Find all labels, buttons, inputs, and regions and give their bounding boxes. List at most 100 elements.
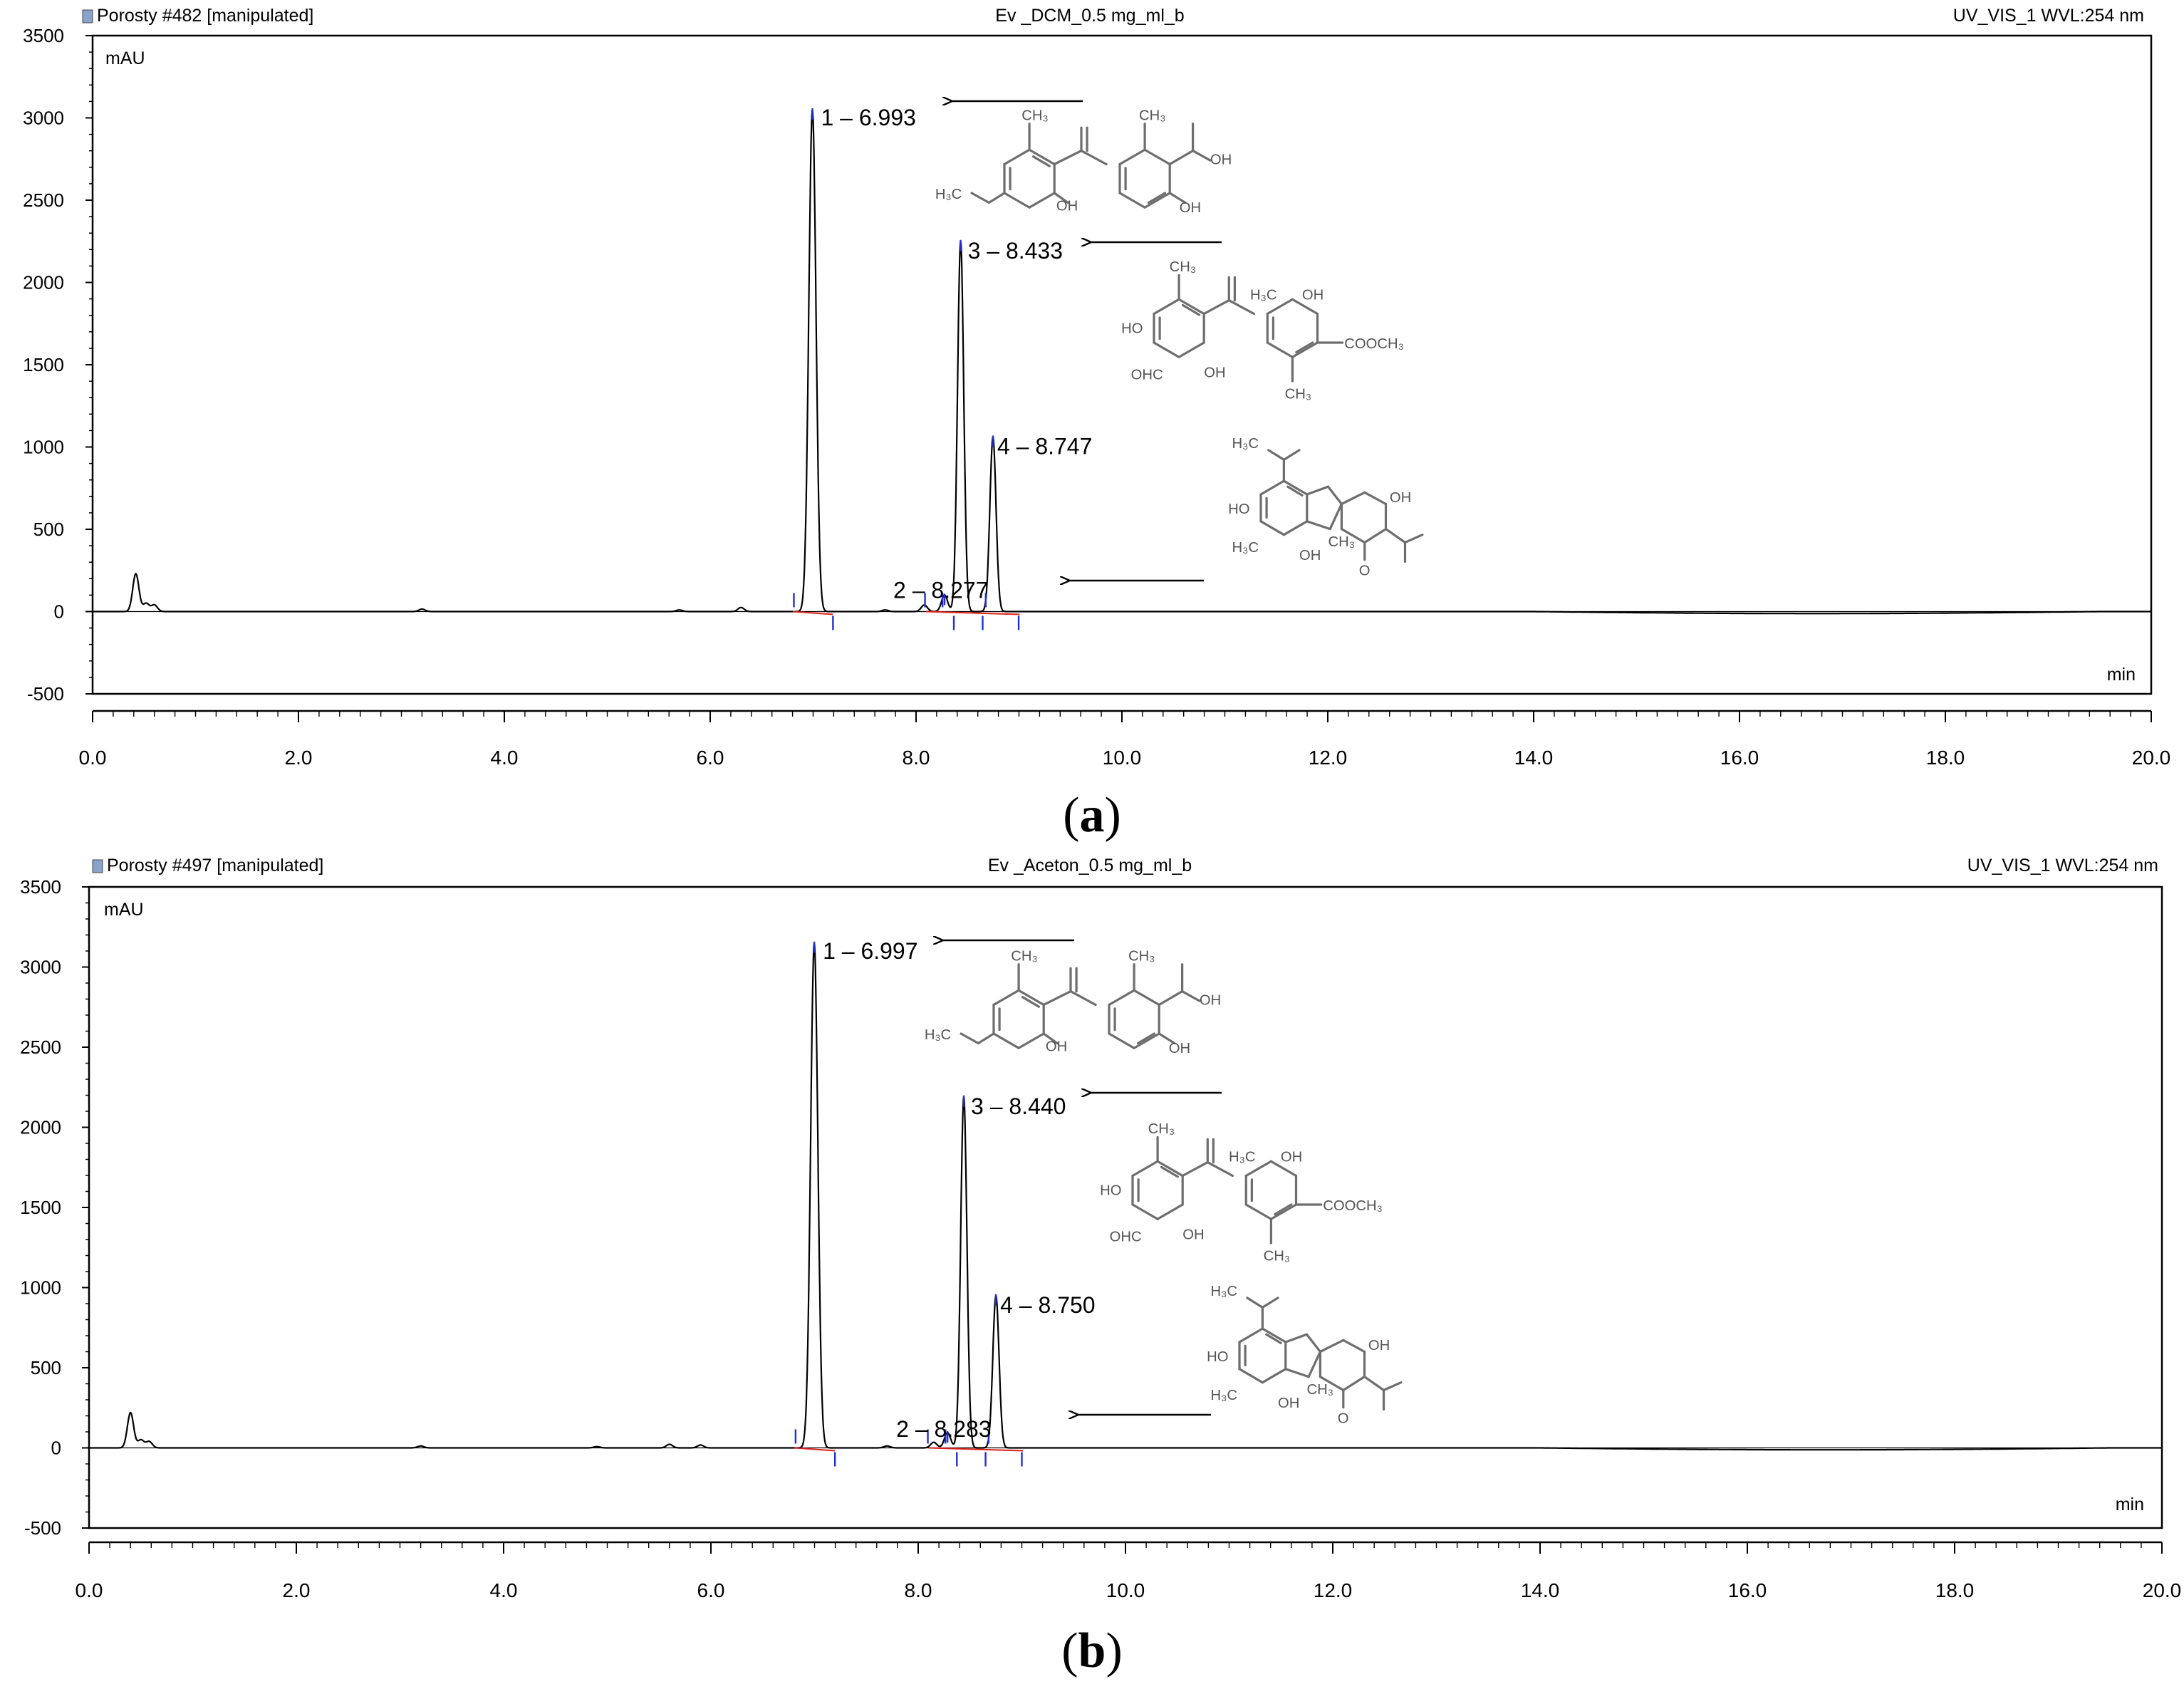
svg-text:OH: OH <box>1390 490 1411 506</box>
document-icon <box>92 859 103 873</box>
svg-text:H₃C: H₃C <box>925 1027 952 1043</box>
x-tick-label: 20.0 <box>2132 747 2171 769</box>
svg-text:OH: OH <box>1046 1039 1067 1054</box>
y-tick-label: 3000 <box>23 108 64 129</box>
svg-text:OHC: OHC <box>1131 367 1163 383</box>
svg-text:CH₃: CH₃ <box>1021 108 1049 123</box>
integration-baseline <box>925 610 1020 615</box>
svg-text:HO: HO <box>1228 502 1249 517</box>
x-tick-label: 4.0 <box>490 1579 518 1601</box>
peak-label: 2 – 8.283 <box>896 1416 991 1442</box>
svg-text:OH: OH <box>1302 287 1324 303</box>
svg-text:OH: OH <box>1180 200 1201 216</box>
svg-text:H₃C: H₃C <box>1211 1388 1238 1403</box>
peak-label: 1 – 6.997 <box>823 938 917 964</box>
svg-text:HO: HO <box>1100 1183 1121 1199</box>
y-tick-label: -500 <box>27 683 64 705</box>
y-tick-label: 3500 <box>23 25 64 46</box>
svg-text:CH₃: CH₃ <box>1148 1121 1175 1137</box>
panel-b-y-axis: -500 0 500 1000 1500 2000 2500 3000 3500 <box>20 876 2162 1539</box>
x-tick-label: 2.0 <box>285 747 313 769</box>
x-tick-label: 14.0 <box>1521 1579 1560 1601</box>
chromatogram-trace <box>93 109 2151 615</box>
integration-baseline <box>928 1447 1023 1452</box>
y-tick-label: 500 <box>31 1357 61 1378</box>
panel-a-header-center: Ev _DCM_0.5 mg_ml_b <box>995 6 1184 26</box>
y-tick-label: 1500 <box>20 1197 61 1218</box>
panel-b-ylabel: mAU <box>104 900 144 920</box>
svg-text:H₃C: H₃C <box>1211 1284 1238 1299</box>
peak-label: 3 – 8.440 <box>971 1093 1066 1119</box>
svg-text:HO: HO <box>1207 1349 1228 1365</box>
integration-baseline <box>792 610 833 615</box>
panel-b-header-left: Porosty #497 [manipulated] <box>107 856 323 875</box>
svg-text:H₃C: H₃C <box>1229 1149 1256 1165</box>
svg-text:CH₃: CH₃ <box>1264 1248 1291 1264</box>
x-tick-label: 16.0 <box>1728 1579 1767 1601</box>
structure-compound-4: H₃C HO OH H₃C OH CH₃ O <box>1207 1284 1403 1426</box>
peak-label: 3 – 8.433 <box>968 238 1063 264</box>
document-icon <box>82 9 93 24</box>
x-tick-label: 6.0 <box>697 747 724 769</box>
y-tick-label: 500 <box>33 519 64 540</box>
peak-label: 4 – 8.750 <box>1000 1292 1095 1318</box>
x-tick-label: 4.0 <box>491 747 519 769</box>
structure-compound-4: H₃C HO OH H₃C OH CH₃ O <box>1228 436 1424 578</box>
x-tick-label: 8.0 <box>905 1579 932 1601</box>
y-tick-label: 3000 <box>20 957 61 978</box>
svg-text:OH: OH <box>1204 365 1225 381</box>
svg-text:O: O <box>1359 563 1371 578</box>
svg-text:CH₃: CH₃ <box>1011 948 1038 964</box>
svg-text:OH: OH <box>1281 1149 1302 1165</box>
svg-text:OH: OH <box>1200 993 1221 1009</box>
panel-a-peak-labels: 1 – 6.993 2 – 8.277 3 – 8.433 4 – 8.747 <box>821 105 1092 603</box>
svg-text:H₃C: H₃C <box>935 187 962 202</box>
y-tick-label: 2500 <box>23 189 64 211</box>
svg-text:OH: OH <box>1210 152 1232 168</box>
svg-text:H₃C: H₃C <box>1232 436 1259 452</box>
svg-text:OHC: OHC <box>1110 1229 1142 1244</box>
x-tick-label: 12.0 <box>1309 747 1348 769</box>
panel-b-x-axis: 0.0 2.0 4.0 6.0 8.0 10.0 12.0 14.0 16.0 18.0 20.0 <box>76 1541 2182 1601</box>
svg-text:CH₃: CH₃ <box>1328 534 1356 550</box>
x-tick-label: 12.0 <box>1314 1579 1353 1601</box>
x-tick-label: 2.0 <box>283 1579 311 1601</box>
chromatogram-panel-a: Porosty #482 [manipulated] Ev _DCM_0.5 m… <box>23 6 2170 769</box>
y-tick-label: 0 <box>54 601 64 623</box>
chromatogram-panel-b: Porosty #497 [manipulated] Ev _Aceton_0.… <box>20 856 2181 1601</box>
panel-a-caption: (a) <box>1063 788 1121 843</box>
y-tick-label: 2000 <box>23 272 64 293</box>
y-tick-label: 3500 <box>20 876 61 898</box>
structure-compound-1: CH₃ OH CH₃ OH OH H₃C <box>925 948 1221 1056</box>
panel-b-trace <box>89 941 2162 1467</box>
panel-a-x-axis: 0.0 2.0 4.0 6.0 8.0 10.0 12.0 14.0 16.0 18.0 20.0 <box>79 710 2171 769</box>
y-tick-label: 2500 <box>20 1036 61 1058</box>
svg-text:CH₃: CH₃ <box>1307 1382 1334 1398</box>
peak-label: 2 – 8.277 <box>893 577 988 603</box>
structure-compound-3: CH₃ H₃C OH HO OHC OH COOCH₃ CH₃ <box>1100 1121 1383 1264</box>
svg-text:CH₃: CH₃ <box>1128 948 1155 964</box>
panel-b-caption: (b) <box>1061 1623 1123 1678</box>
y-tick-label: 1500 <box>23 354 64 375</box>
chromatogram-trace <box>89 942 2162 1451</box>
svg-text:OH: OH <box>1278 1396 1299 1411</box>
panel-a-trace <box>93 108 2151 630</box>
panel-a-ylabel: mAU <box>105 48 145 68</box>
svg-text:OH: OH <box>1299 548 1321 563</box>
svg-text:CH₃: CH₃ <box>1170 259 1197 275</box>
y-tick-label: 1000 <box>23 437 64 458</box>
panel-b-xlabel: min <box>2116 1495 2144 1514</box>
structure-compound-1: CH₃ OH CH₃ OH OH H₃C <box>935 108 1232 216</box>
x-tick-label: 20.0 <box>2143 1579 2182 1601</box>
x-tick-label: 0.0 <box>76 1579 103 1601</box>
y-tick-label: 0 <box>51 1438 61 1459</box>
panel-b-header-center: Ev _Aceton_0.5 mg_ml_b <box>988 856 1192 875</box>
x-tick-label: 14.0 <box>1514 747 1554 769</box>
x-tick-label: 6.0 <box>697 1579 725 1601</box>
y-tick-label: 1000 <box>20 1277 61 1299</box>
panel-a-header-left: Porosty #482 [manipulated] <box>97 6 313 26</box>
svg-text:HO: HO <box>1121 321 1143 337</box>
panel-b-peak-labels: 1 – 6.997 2 – 8.283 3 – 8.440 4 – 8.750 <box>823 938 1096 1442</box>
x-tick-label: 10.0 <box>1106 1579 1145 1601</box>
x-tick-label: 8.0 <box>903 747 930 769</box>
